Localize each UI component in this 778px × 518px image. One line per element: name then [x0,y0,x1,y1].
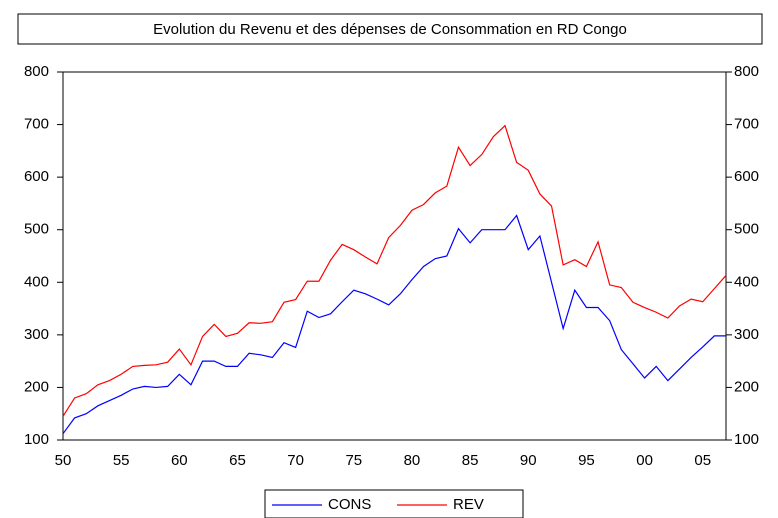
y-tick-label: 800 [24,63,49,80]
y-tick-label: 600 [24,168,49,185]
y2-tick-label: 100 [734,431,759,448]
x-tick-label: 95 [578,452,595,469]
x-tick-label: 90 [520,452,537,469]
x-tick-label: 05 [694,452,711,469]
y2-tick-label: 700 [734,116,759,133]
plot-frame [62,71,727,441]
legend-label: REV [453,496,484,513]
x-tick-label: 65 [229,452,246,469]
legend-label: CONS [328,496,371,513]
title-box [17,13,763,45]
x-tick-label: 55 [113,452,130,469]
y-tick-label: 200 [24,378,49,395]
chart-title: Evolution du Revenu et des dépenses de C… [153,21,627,38]
y2-tick-label: 300 [734,326,759,343]
x-tick-label: 80 [404,452,421,469]
y-tick-label: 100 [24,431,49,448]
x-tick-label: 70 [287,452,304,469]
y-tick-label: 500 [24,221,49,238]
x-tick-label: 85 [462,452,479,469]
y-tick-label: 400 [24,273,49,290]
y2-tick-label: 400 [734,273,759,290]
x-tick-label: 00 [636,452,653,469]
y2-tick-label: 600 [734,168,759,185]
y-tick-label: 300 [24,326,49,343]
legend [264,489,524,518]
series-line [62,124,727,417]
y2-tick-label: 800 [734,63,759,80]
x-tick-label: 75 [345,452,362,469]
y2-tick-label: 200 [734,378,759,395]
y2-tick-label: 500 [734,221,759,238]
x-tick-label: 60 [171,452,188,469]
y-tick-label: 700 [24,116,49,133]
x-tick-label: 50 [55,452,72,469]
series-line [62,214,726,435]
